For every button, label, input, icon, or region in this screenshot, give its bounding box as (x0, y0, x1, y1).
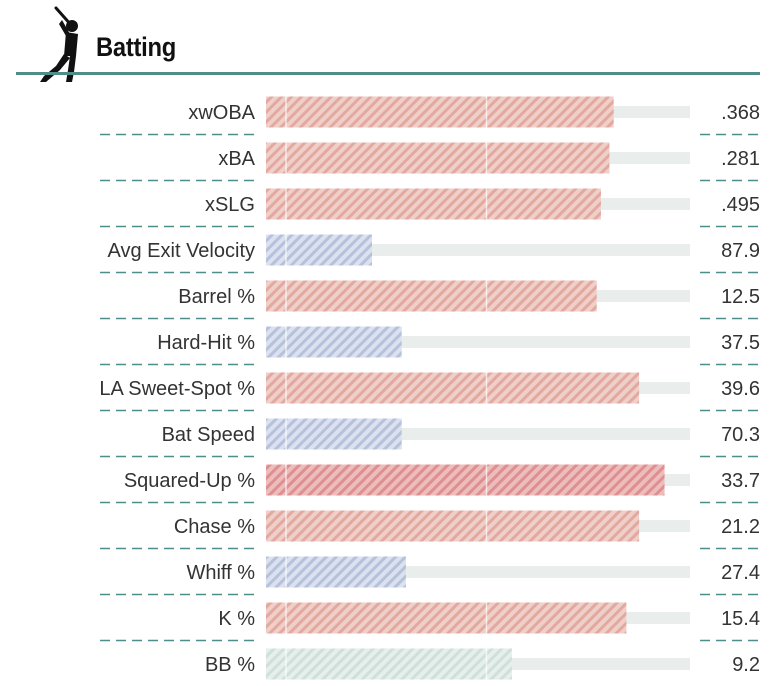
bar-squared-up (266, 464, 665, 496)
metric-value: .281 (721, 148, 760, 170)
baseball-batter-icon (40, 6, 78, 82)
metric-value: 21.2 (721, 516, 760, 538)
bar-xslg (266, 188, 601, 220)
bar-hard-hit (266, 326, 402, 358)
metric-row-bat-speed: Bat Speed 70.3 (100, 418, 762, 458)
metric-label: Squared-Up % (124, 470, 255, 492)
metric-row-xslg: xSLG .495 (100, 188, 762, 228)
header-divider (16, 72, 760, 75)
metric-label: xSLG (205, 194, 255, 216)
bar-xba (266, 142, 610, 174)
metric-row-xwoba: xwOBA .368 (100, 96, 762, 136)
metric-row-whiff: Whiff % 27.4 (100, 556, 762, 596)
bar-bb (266, 648, 512, 680)
metric-label: BB % (205, 654, 255, 676)
metric-value: 27.4 (721, 562, 760, 584)
metric-value: .368 (721, 102, 760, 124)
metric-value: 33.7 (721, 470, 760, 492)
metric-label: xBA (218, 148, 255, 170)
metric-label: xwOBA (188, 102, 255, 124)
metric-value: 12.5 (721, 286, 760, 308)
metric-value: 70.3 (721, 424, 760, 446)
metric-value: 87.9 (721, 240, 760, 262)
section-header: Batting (0, 0, 778, 82)
metric-label: Avg Exit Velocity (108, 240, 255, 262)
metric-label: Hard-Hit % (157, 332, 255, 354)
bar-xwoba (266, 96, 614, 128)
metric-row-la-sweet-spot: LA Sweet-Spot % 39.6 (99, 372, 762, 412)
metric-label: K % (218, 608, 255, 630)
metric-row-chase: Chase % 21.2 (100, 510, 762, 550)
bar-chase (266, 510, 640, 542)
metric-label: Chase % (174, 516, 255, 538)
metric-row-squared-up: Squared-Up % 33.7 (100, 464, 762, 504)
bar-la-sweet-spot (266, 372, 640, 404)
section-title: Batting (96, 32, 176, 62)
metric-row-xba: xBA .281 (100, 142, 762, 182)
metric-row-k: K % 15.4 (100, 602, 762, 642)
metric-label: Whiff % (186, 562, 255, 584)
metric-label: Bat Speed (162, 424, 255, 446)
metric-value: 15.4 (721, 608, 760, 630)
chart-rows: xwOBA .368 xBA .281 xSLG .495 Avg Exit Velocit… (99, 96, 762, 680)
metric-value: 9.2 (732, 654, 760, 676)
metric-value: 39.6 (721, 378, 760, 400)
metric-row-hard-hit: Hard-Hit % 37.5 (100, 326, 762, 366)
metric-row-bb: BB % 9.2 (205, 648, 760, 680)
bar-bat-speed (266, 418, 402, 450)
metric-value: 37.5 (721, 332, 760, 354)
metric-value: .495 (721, 194, 760, 216)
metric-row-avg-exit-velocity: Avg Exit Velocity 87.9 (100, 234, 762, 274)
bar-whiff (266, 556, 406, 588)
metric-row-barrel: Barrel % 12.5 (100, 280, 762, 320)
bar-avg-exit-velocity (266, 234, 372, 266)
bar-barrel (266, 280, 597, 312)
metric-label: Barrel % (178, 286, 255, 308)
bar-k (266, 602, 627, 634)
metric-label: LA Sweet-Spot % (99, 378, 255, 400)
